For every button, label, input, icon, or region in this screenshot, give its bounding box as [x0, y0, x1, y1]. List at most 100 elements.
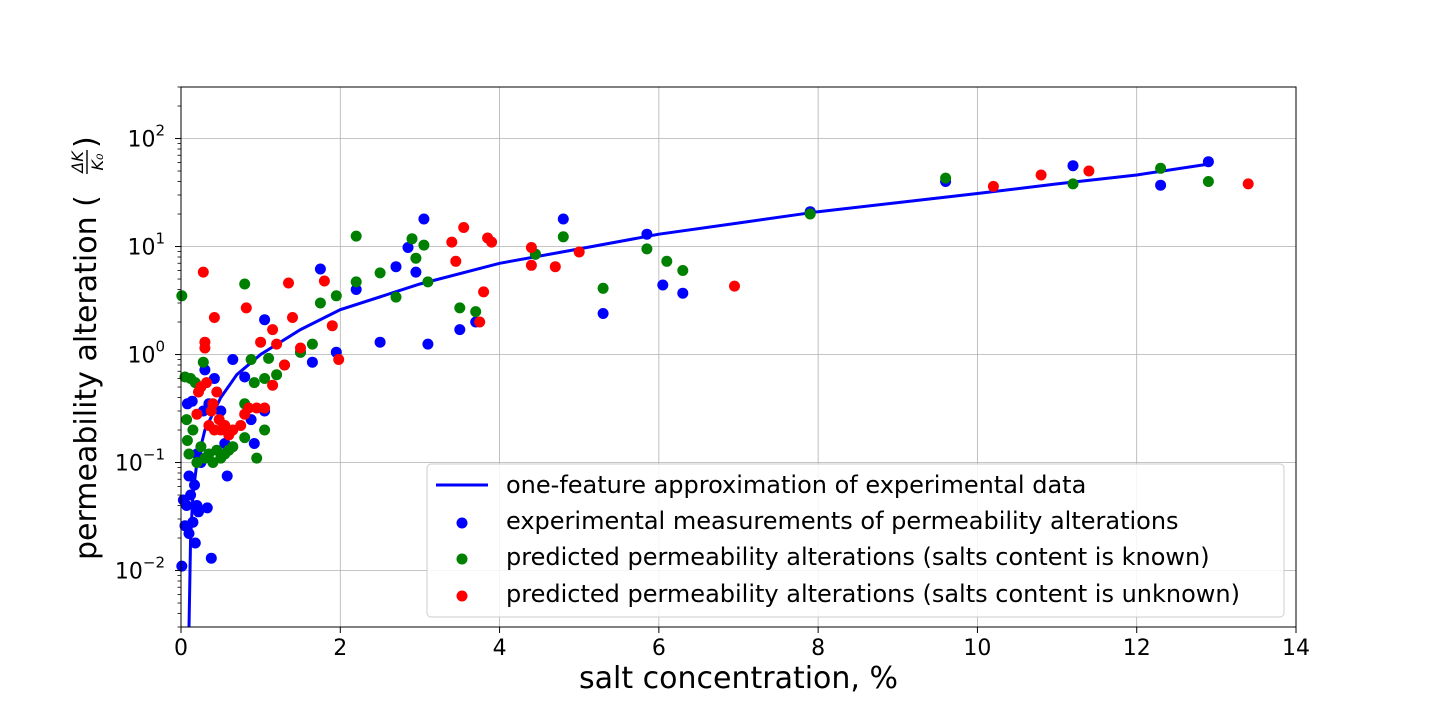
point-predicted-unknown [219, 420, 231, 431]
point-predicted-known [176, 290, 188, 302]
point-predicted-unknown [1035, 169, 1047, 181]
point-predicted-unknown [549, 261, 561, 273]
point-predicted-known [641, 243, 653, 255]
point-experimental [227, 354, 239, 365]
point-predicted-known [239, 278, 251, 290]
point-predicted-known [557, 231, 569, 243]
point-experimental [186, 395, 198, 407]
point-experimental [183, 528, 195, 539]
point-predicted-known [195, 441, 207, 453]
point-predicted-unknown [211, 386, 223, 398]
point-predicted-known [248, 377, 260, 389]
point-predicted-unknown [287, 312, 298, 323]
point-experimental [390, 261, 402, 273]
point-predicted-known [1155, 162, 1167, 174]
point-predicted-known [454, 302, 466, 314]
point-predicted-unknown [271, 338, 283, 350]
legend-label-predicted-known: predicted permeability alterations (salt… [506, 543, 1210, 571]
point-experimental [422, 338, 434, 350]
x-tick-label: 2 [333, 636, 347, 661]
point-experimental [557, 213, 569, 225]
point-experimental [189, 479, 200, 491]
point-predicted-known [306, 338, 318, 350]
point-experimental [657, 279, 669, 291]
point-experimental [1155, 179, 1167, 191]
legend-label-predicted-unknown: predicted permeability alterations (salt… [506, 580, 1240, 608]
x-axis-label: salt concentration, % [579, 661, 898, 696]
point-predicted-known [227, 441, 239, 453]
point-predicted-known [350, 276, 362, 288]
point-predicted-unknown [729, 280, 740, 292]
point-predicted-known [597, 282, 609, 294]
point-predicted-unknown [333, 354, 345, 365]
point-predicted-unknown [474, 316, 486, 328]
point-experimental [410, 266, 422, 278]
point-experimental [418, 213, 430, 225]
point-predicted-unknown [525, 259, 537, 271]
x-tick-label: 10 [963, 636, 991, 661]
point-experimental [1202, 156, 1214, 168]
point-predicted-unknown [243, 402, 255, 414]
point-predicted-unknown [446, 236, 458, 248]
point-predicted-unknown [478, 286, 490, 298]
point-predicted-known [187, 424, 199, 436]
y-tick-label: 10−2 [115, 554, 165, 585]
point-predicted-known [330, 290, 342, 302]
point-predicted-unknown [191, 408, 203, 420]
point-predicted-unknown [1083, 165, 1095, 177]
point-predicted-unknown [1242, 178, 1254, 190]
point-predicted-known [661, 255, 673, 267]
point-predicted-unknown [283, 277, 294, 289]
point-predicted-known [418, 239, 430, 251]
point-predicted-unknown [525, 242, 537, 253]
point-predicted-unknown [326, 320, 338, 332]
point-predicted-known [804, 208, 816, 220]
y-tick-label: 102 [127, 122, 165, 153]
point-predicted-known [374, 267, 386, 279]
point-predicted-known [259, 424, 271, 436]
y-tick-label: 100 [127, 338, 165, 369]
y-axis-label-text: permeability alteration ( [69, 195, 104, 560]
point-experimental [205, 552, 217, 564]
point-experimental [454, 324, 466, 336]
y-tick-label: 101 [127, 230, 165, 261]
point-predicted-known [239, 432, 251, 444]
y-axis-label-fraction-numerator: ΔK [68, 150, 87, 175]
point-predicted-known [406, 233, 418, 245]
point-experimental [677, 287, 689, 299]
x-tick-label: 14 [1282, 636, 1310, 661]
point-predicted-known [251, 452, 263, 464]
y-axis-label-close: ) [69, 136, 104, 148]
legend-fit-label: one-feature approximation of experimenta… [506, 471, 1086, 499]
point-experimental [350, 284, 362, 295]
x-tick-label: 8 [811, 636, 825, 661]
legend-marker-predicted-known [456, 553, 468, 565]
point-predicted-unknown [267, 379, 279, 391]
point-predicted-unknown [987, 180, 999, 192]
legend-label-experimental: experimental measurements of permeabilit… [506, 507, 1179, 535]
point-predicted-known [271, 369, 283, 381]
point-predicted-known [1202, 176, 1214, 187]
point-predicted-known [197, 356, 209, 368]
legend-marker-experimental [456, 517, 468, 529]
point-experimental [641, 228, 653, 240]
point-predicted-known [1067, 178, 1079, 190]
point-experimental [259, 314, 271, 326]
x-tick-label: 6 [652, 636, 666, 661]
y-axis-label-fraction-denominator: K₀ [88, 153, 107, 170]
point-experimental [306, 356, 318, 368]
point-predicted-known [422, 276, 434, 288]
point-experimental [374, 336, 386, 348]
legend-box [426, 463, 1285, 618]
x-axis-ticks: 0 2 4 6 8 10 12 14 [174, 627, 1310, 661]
y-axis-ticks: 10−2 10−1 100 101 102 [115, 86, 181, 628]
point-predicted-known [263, 352, 275, 364]
point-predicted-unknown [201, 377, 212, 389]
point-predicted-known [183, 448, 195, 460]
point-predicted-unknown [267, 324, 279, 336]
point-experimental [185, 489, 197, 501]
point-predicted-known [191, 457, 203, 468]
y-tick-label: 10−1 [115, 446, 165, 477]
